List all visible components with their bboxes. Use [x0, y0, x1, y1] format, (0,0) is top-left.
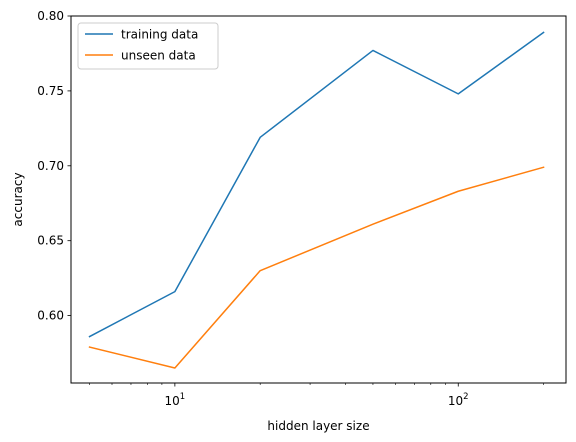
- y-tick-label: 0.75: [37, 84, 64, 98]
- legend: training data unseen data: [77, 22, 219, 70]
- y-tick-label: 0.80: [37, 9, 64, 23]
- y-tick-label: 0.65: [37, 234, 64, 248]
- x-tick-label: 102: [448, 392, 469, 408]
- y-axis-title: accuracy: [11, 172, 25, 226]
- y-tick-label: 0.60: [37, 309, 64, 323]
- series-line-1: [88, 31, 545, 338]
- plot-frame: [70, 15, 567, 384]
- legend-label-2: unseen data: [121, 49, 196, 63]
- y-axis: 0.60 0.65 0.70 0.75 0.80: [37, 9, 71, 323]
- x-tick-label: 101: [165, 392, 186, 408]
- x-axis: 101 102: [89, 383, 544, 408]
- x-axis-title: hidden layer size: [267, 419, 369, 433]
- legend-label-1: training data: [121, 28, 198, 42]
- lines-layer: [88, 31, 545, 369]
- series-line-2: [88, 166, 545, 369]
- y-tick-label: 0.70: [37, 159, 64, 173]
